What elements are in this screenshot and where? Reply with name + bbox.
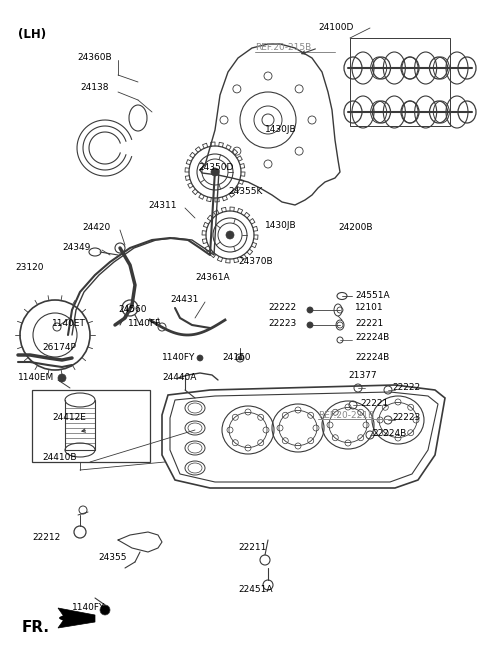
Text: 24349: 24349 bbox=[62, 243, 90, 252]
Circle shape bbox=[307, 322, 313, 328]
Text: 1430JB: 1430JB bbox=[265, 125, 297, 134]
Text: 12101: 12101 bbox=[355, 304, 384, 312]
Circle shape bbox=[307, 307, 313, 313]
Circle shape bbox=[58, 374, 66, 382]
Polygon shape bbox=[58, 608, 95, 628]
Circle shape bbox=[100, 605, 110, 615]
Text: REF.20-221B: REF.20-221B bbox=[318, 411, 374, 420]
Text: REF.20-215B: REF.20-215B bbox=[255, 43, 311, 53]
Text: 22223: 22223 bbox=[268, 318, 296, 328]
Text: 24370B: 24370B bbox=[238, 258, 273, 266]
Text: 22224B: 22224B bbox=[355, 333, 389, 343]
Text: 22223: 22223 bbox=[392, 413, 420, 422]
Text: 24360B: 24360B bbox=[78, 53, 112, 63]
Text: 24200B: 24200B bbox=[338, 223, 372, 233]
Text: 1140EM: 1140EM bbox=[18, 374, 54, 382]
Text: (LH): (LH) bbox=[18, 28, 46, 41]
Text: 26174P: 26174P bbox=[42, 343, 76, 353]
Text: 23120: 23120 bbox=[15, 264, 44, 273]
Text: 24560: 24560 bbox=[118, 306, 146, 314]
Text: 1140FY: 1140FY bbox=[72, 604, 106, 612]
Text: 22211: 22211 bbox=[238, 544, 266, 552]
Text: 24350D: 24350D bbox=[198, 163, 233, 173]
Text: 1430JB: 1430JB bbox=[265, 221, 297, 229]
Text: 24100D: 24100D bbox=[318, 24, 353, 32]
Bar bbox=[32, 390, 150, 462]
Text: 21377: 21377 bbox=[348, 370, 377, 380]
Text: 24412E: 24412E bbox=[52, 413, 86, 422]
Text: 24410B: 24410B bbox=[42, 453, 76, 463]
Text: 1140ET: 1140ET bbox=[52, 318, 86, 328]
Text: 22224B: 22224B bbox=[355, 353, 389, 362]
Text: 24150: 24150 bbox=[222, 353, 251, 362]
Text: 22222: 22222 bbox=[392, 384, 420, 393]
Text: 24440A: 24440A bbox=[162, 374, 196, 382]
Text: 24311: 24311 bbox=[148, 200, 177, 210]
Text: 22451A: 22451A bbox=[238, 585, 273, 594]
Circle shape bbox=[238, 356, 242, 360]
Text: 1140FF: 1140FF bbox=[128, 318, 161, 328]
Text: 24420: 24420 bbox=[82, 223, 110, 233]
Bar bbox=[350, 38, 450, 126]
Text: 1140FY: 1140FY bbox=[162, 353, 195, 362]
Text: 22224B: 22224B bbox=[372, 428, 406, 438]
Text: 22212: 22212 bbox=[32, 534, 60, 542]
Text: 24431: 24431 bbox=[170, 295, 198, 304]
Text: 22221: 22221 bbox=[355, 318, 383, 328]
Circle shape bbox=[211, 168, 219, 176]
Text: 24138: 24138 bbox=[81, 84, 109, 92]
Text: 22222: 22222 bbox=[268, 304, 296, 312]
Text: FR.: FR. bbox=[22, 620, 50, 635]
Text: 24361A: 24361A bbox=[195, 273, 229, 283]
Text: 24355K: 24355K bbox=[228, 188, 263, 196]
Circle shape bbox=[197, 355, 203, 361]
Text: 22221: 22221 bbox=[360, 399, 388, 407]
Circle shape bbox=[226, 231, 234, 239]
Text: 24355: 24355 bbox=[98, 554, 127, 563]
Text: 24551A: 24551A bbox=[355, 291, 390, 299]
